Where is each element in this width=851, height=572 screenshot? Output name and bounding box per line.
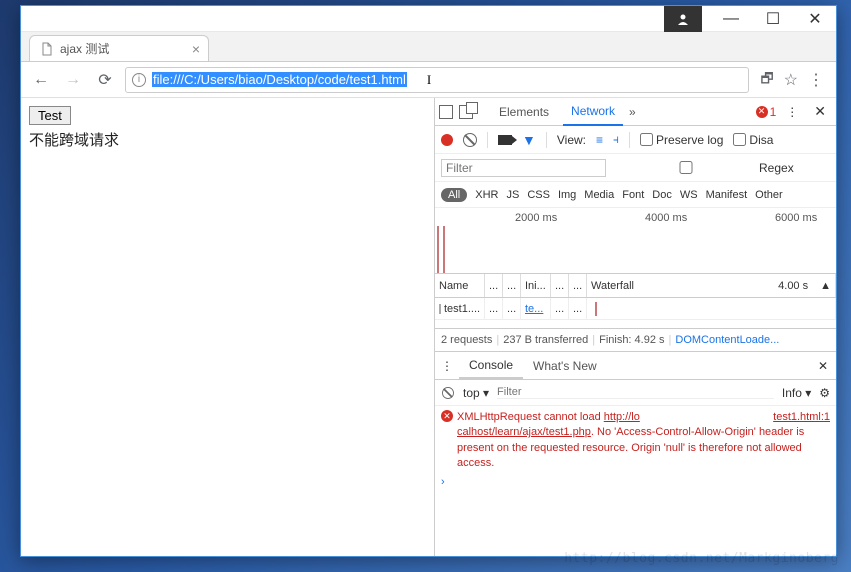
col-dots[interactable]: ...	[485, 274, 503, 297]
type-font[interactable]: Font	[622, 189, 644, 201]
addr-actions: 🗗 ☆ ⋮	[757, 68, 829, 92]
type-css[interactable]: CSS	[527, 189, 550, 201]
record-button[interactable]	[441, 134, 453, 146]
device-icon[interactable]	[459, 105, 473, 119]
console-clear-icon[interactable]	[442, 387, 454, 399]
type-filter-bar: All XHR JS CSS Img Media Font Doc WS Man…	[435, 182, 836, 208]
timeline-selection-start[interactable]	[437, 226, 439, 273]
error-badge[interactable]: ✕1	[756, 105, 777, 119]
error-icon: ✕	[441, 410, 453, 422]
maximize-button[interactable]: ☐	[752, 6, 794, 32]
network-toolbar: ▼ View: ≡ ⫞ Preserve log Disa	[435, 126, 836, 154]
browser-tab[interactable]: ajax 测试 ×	[29, 35, 209, 61]
col-name[interactable]: Name	[435, 274, 485, 297]
translate-icon[interactable]: 🗗	[761, 68, 774, 92]
network-table-header: Name ... ... Ini... ... ... Waterfall4.0…	[435, 274, 836, 298]
col-dots[interactable]: ...	[503, 274, 521, 297]
tick-2: 4000 ms	[645, 212, 687, 224]
page-viewport: Test 不能跨域请求	[21, 98, 434, 556]
timeline-overview[interactable]: 2000 ms 4000 ms 6000 ms	[435, 208, 836, 274]
network-row[interactable]: test1.... ...... te... ......	[435, 298, 836, 320]
timeline-selection-end[interactable]	[443, 226, 445, 273]
tab-close-icon[interactable]: ×	[192, 41, 200, 57]
reload-button[interactable]: ⟳	[93, 68, 117, 92]
console-settings-icon[interactable]: ⚙	[819, 386, 830, 400]
preserve-log-checkbox[interactable]: Preserve log	[640, 133, 723, 147]
type-all[interactable]: All	[441, 188, 467, 202]
filter-toggle-icon[interactable]: ▼	[522, 132, 536, 148]
tab-title: ajax 测试	[60, 40, 109, 57]
view-label: View:	[557, 133, 586, 147]
tick-3: 6000 ms	[775, 212, 817, 224]
drawer-menu-icon[interactable]: ⋮	[435, 359, 459, 373]
col-waterfall[interactable]: Waterfall4.00 s▲	[587, 274, 836, 297]
view-detail-icon[interactable]: ⫞	[613, 132, 619, 147]
browser-window: — ☐ ✕ ajax 测试 × ← → ⟳ i file:///C:/Users…	[20, 5, 837, 557]
page-message: 不能跨域请求	[29, 129, 426, 150]
window-titlebar: — ☐ ✕	[21, 6, 836, 32]
type-js[interactable]: JS	[506, 189, 519, 201]
tab-network[interactable]: Network	[563, 98, 623, 126]
url-text: file:///C:/Users/biao/Desktop/code/test1…	[152, 72, 407, 87]
disable-cache-checkbox[interactable]: Disa	[733, 133, 773, 147]
console-filter-input[interactable]	[497, 386, 774, 399]
devtools-menu-icon[interactable]: ⋮	[782, 105, 802, 119]
devtools-tabbar: Elements Network » ✕1 ⋮ ✕	[435, 98, 836, 126]
error-url2[interactable]: calhost/learn/ajax/test1.php	[457, 426, 591, 438]
tab-bar: ajax 测试 ×	[21, 32, 836, 62]
col-dots[interactable]: ...	[551, 274, 569, 297]
window-close-button[interactable]: ✕	[794, 6, 836, 32]
test-button[interactable]: Test	[29, 106, 71, 125]
menu-icon[interactable]: ⋮	[808, 70, 824, 90]
drawer-close-icon[interactable]: ✕	[810, 359, 836, 373]
view-list-icon[interactable]: ≡	[596, 133, 603, 147]
address-bar: ← → ⟳ i file:///C:/Users/biao/Desktop/co…	[21, 62, 836, 98]
context-select[interactable]: top ▾	[463, 386, 489, 400]
filter-bar: Regex Hide data URLs	[435, 154, 836, 182]
bookmark-icon[interactable]: ☆	[784, 70, 798, 90]
type-manifest[interactable]: Manifest	[706, 189, 748, 201]
drawer-tab-console[interactable]: Console	[459, 352, 523, 379]
user-icon[interactable]	[664, 6, 702, 32]
col-initiator[interactable]: Ini...	[521, 274, 551, 297]
error-location[interactable]: test1.html:1	[773, 410, 830, 425]
console-output: ✕ test1.html:1 XMLHttpRequest cannot loa…	[435, 406, 836, 556]
back-button[interactable]: ←	[29, 68, 53, 92]
drawer-tabs: ⋮ Console What's New ✕	[435, 352, 836, 380]
minimize-button[interactable]: —	[710, 6, 752, 32]
regex-checkbox[interactable]: Regex	[616, 161, 794, 175]
forward-button: →	[61, 68, 85, 92]
page-icon	[40, 42, 54, 56]
console-error-line: ✕ test1.html:1 XMLHttpRequest cannot loa…	[441, 410, 830, 472]
drawer-tab-whatsnew[interactable]: What's New	[523, 352, 607, 379]
text-cursor: I	[427, 72, 431, 88]
screenshot-icon[interactable]	[498, 135, 512, 145]
type-media[interactable]: Media	[584, 189, 614, 201]
row-name: test1....	[435, 298, 485, 319]
tick-1: 2000 ms	[515, 212, 557, 224]
network-summary: 2 requests| 237 B transferred| Finish: 4…	[435, 328, 836, 352]
devtools-close-icon[interactable]: ✕	[808, 103, 832, 120]
type-img[interactable]: Img	[558, 189, 576, 201]
type-ws[interactable]: WS	[680, 189, 698, 201]
inspect-icon[interactable]	[439, 105, 453, 119]
watermark: http://blog.csdn.net/Markginoberg	[564, 551, 839, 566]
info-icon[interactable]: i	[132, 73, 146, 87]
tab-elements[interactable]: Elements	[491, 98, 557, 126]
console-toolbar: top ▾ Info ▾ ⚙	[435, 380, 836, 406]
level-select[interactable]: Info ▾	[782, 386, 811, 400]
col-dots[interactable]: ...	[569, 274, 587, 297]
url-input[interactable]: i file:///C:/Users/biao/Desktop/code/tes…	[125, 67, 749, 93]
devtools-panel: Elements Network » ✕1 ⋮ ✕ ▼ View: ≡ ⫞ Pr…	[434, 98, 836, 556]
console-prompt[interactable]: ›	[441, 476, 830, 488]
clear-button[interactable]	[463, 133, 477, 147]
type-doc[interactable]: Doc	[652, 189, 672, 201]
type-xhr[interactable]: XHR	[475, 189, 498, 201]
type-other[interactable]: Other	[755, 189, 783, 201]
error-url[interactable]: http://lo	[604, 411, 640, 423]
more-tabs-icon[interactable]: »	[629, 105, 636, 119]
filter-input[interactable]	[441, 159, 606, 177]
